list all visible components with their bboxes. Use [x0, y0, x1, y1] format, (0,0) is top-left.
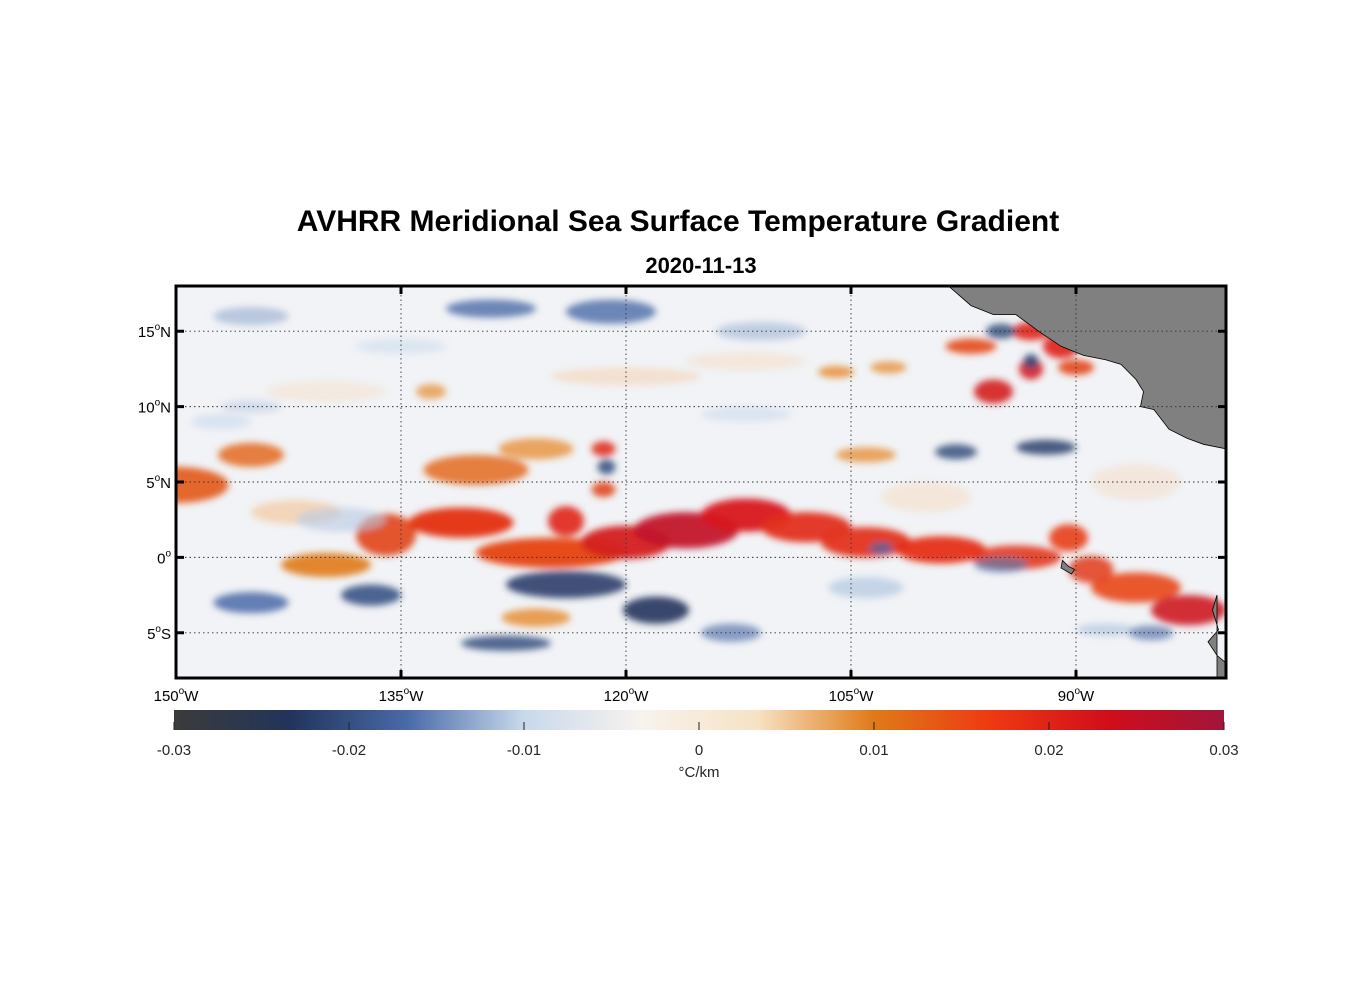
gradient-blob	[896, 536, 986, 564]
colorbar	[174, 710, 1224, 730]
gradient-blob	[221, 400, 281, 413]
gradient-blob	[591, 482, 616, 498]
gradient-blob	[506, 570, 626, 599]
gradient-blob	[818, 365, 854, 378]
gradient-blob	[461, 635, 551, 651]
gradient-blob	[623, 596, 689, 624]
gradient-blob	[213, 592, 289, 614]
gradient-blob	[869, 542, 893, 555]
gradient-blob	[566, 299, 656, 324]
gradient-blob	[870, 361, 907, 374]
colorbar-tick-label: -0.01	[507, 742, 541, 759]
colorbar-tick-label: 0	[695, 742, 703, 759]
lon-label-120W: 120oW	[604, 686, 650, 705]
colorbar-tick-label: -0.02	[332, 742, 366, 759]
gradient-blob	[591, 441, 616, 457]
gradient-field	[176, 299, 1226, 651]
gradient-blob	[881, 482, 971, 513]
colorbar-tick-label: -0.03	[157, 742, 191, 759]
gradient-blob	[296, 507, 386, 532]
lat-label-0: 0o	[157, 548, 171, 567]
gradient-blob	[191, 414, 251, 430]
gradient-blob	[974, 379, 1013, 404]
gradient-blob	[501, 608, 571, 627]
axis-ticks	[174, 286, 1226, 678]
gradient-blob	[498, 438, 574, 460]
gradient-blob	[1091, 572, 1181, 603]
gradient-blob	[176, 466, 229, 504]
land-south-america	[1207, 594, 1226, 678]
gradient-blob	[548, 506, 584, 537]
longitude-labels: 150oW 135oW 120oW 105oW 90oW	[154, 686, 1095, 705]
gradient-blob	[218, 442, 284, 467]
colorbar-tick-label: 0.01	[859, 742, 888, 759]
map-subtitle: 2020-11-13	[645, 253, 757, 278]
gradient-blob	[974, 557, 1028, 573]
lat-label-5S: 5oS	[147, 624, 171, 643]
colorbar-tick-label: 0.02	[1034, 742, 1063, 759]
land-galapagos	[1060, 559, 1076, 575]
gradient-blob	[423, 454, 529, 486]
gradient-blob	[1151, 595, 1226, 626]
gradient-blob	[1049, 524, 1088, 552]
latitude-labels: 15oN 10oN 5oN 0o 5oS	[138, 322, 172, 643]
gradient-blob	[828, 576, 904, 599]
gradient-blob	[836, 447, 896, 463]
lat-label-10N: 10oN	[138, 398, 171, 417]
gradient-blob	[701, 406, 791, 422]
lat-label-15N: 15oN	[138, 322, 171, 341]
gradient-blob	[266, 380, 386, 403]
gradient-blob	[416, 384, 446, 400]
lon-label-135W: 135oW	[379, 686, 425, 705]
lon-label-150W: 150oW	[154, 686, 200, 705]
gradient-blob	[446, 299, 536, 318]
gradient-blob	[597, 459, 616, 475]
lat-label-5N: 5oN	[146, 473, 171, 492]
gradient-blob	[945, 338, 997, 354]
gradient-blob	[1016, 439, 1076, 455]
lon-label-90W: 90oW	[1058, 686, 1095, 705]
gradient-blob	[341, 584, 401, 606]
colorbar-tick-label: 0.03	[1209, 742, 1238, 759]
gradient-blob	[356, 338, 446, 354]
gradient-blob	[686, 352, 806, 371]
land-masses	[947, 286, 1226, 678]
gradient-blob	[1068, 555, 1114, 584]
gradient-blob	[1128, 625, 1174, 641]
land-central-america	[947, 286, 1226, 450]
lon-label-105W: 105oW	[829, 686, 875, 705]
gradient-blob	[408, 507, 514, 538]
gradient-blob	[281, 552, 371, 577]
gradient-blob	[213, 307, 289, 326]
colorbar-unit-label: °C/km	[678, 764, 720, 781]
gradient-blob	[1076, 623, 1136, 636]
gradient-blob	[935, 444, 977, 460]
colorbar-ticks: -0.03 -0.02 -0.01 0 0.01 0.02 0.03	[157, 722, 1239, 759]
map-title: AVHRR Meridional Sea Surface Temperature…	[296, 205, 1060, 238]
gradient-blob	[1023, 353, 1039, 369]
